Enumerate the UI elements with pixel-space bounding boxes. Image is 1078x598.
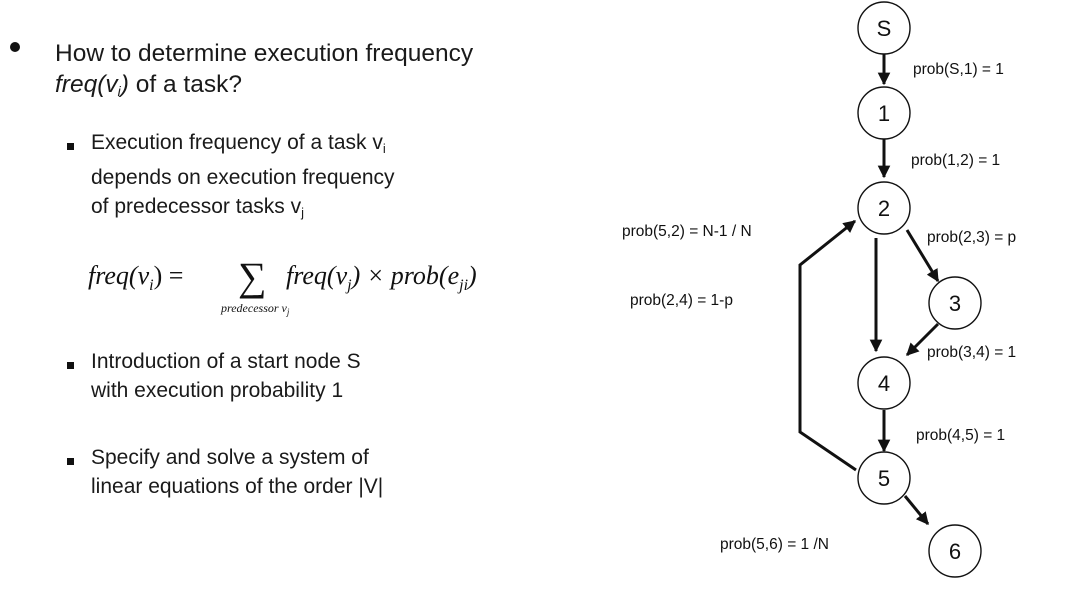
bullet-list: How to determine execution frequency fre… (10, 38, 525, 501)
sub-bullet-square (67, 143, 74, 150)
node-s (857, 1, 911, 55)
sub1-line3: of predecessor tasks v (91, 195, 302, 218)
node-5-label: 5 (878, 466, 890, 491)
node-3 (928, 276, 982, 330)
sub3-line2: linear equations of the order |V| (91, 475, 384, 498)
node-1 (857, 86, 911, 140)
edge-label-3-4: prob(3,4) = 1 (927, 344, 1016, 361)
edge-5-6 (903, 495, 930, 525)
sub-bullet-start-node: Introduction of a start node S with exec… (91, 347, 521, 405)
formula-sum-sign: ∑ (238, 254, 267, 299)
frequency-formula: freq(vi) = ∑ predecessor vj freq(vj) × p… (88, 254, 477, 317)
node-2 (857, 181, 911, 235)
node-s-label: S (877, 16, 892, 41)
edge-label-1-2: prob(1,2) = 1 (911, 152, 1000, 169)
sub2-line1: Introduction of a start node S (91, 350, 361, 373)
sub1-line2: depends on execution frequency (91, 166, 395, 189)
node-6 (928, 524, 982, 578)
sub-bullet-square (67, 458, 74, 465)
bullet-main-func-sub: i (117, 83, 121, 99)
edge-label-5-2: prob(5,2) = N-1 / N (622, 223, 752, 240)
node-4-label: 4 (878, 371, 890, 396)
edge-5-2 (798, 219, 857, 472)
node-3-label: 3 (949, 291, 961, 316)
node-2-label: 2 (878, 196, 890, 221)
sub-bullet-frequency: Execution frequency of a task vi depends… (91, 128, 521, 227)
node-4 (857, 356, 911, 410)
edge-2-3 (905, 229, 940, 283)
bullet-main-func: freq(v (55, 71, 118, 98)
formula-lhs: freq(vi) = (88, 261, 183, 294)
sub1-line3-sub: j (301, 205, 304, 220)
bullet-main-func-close: ) (120, 71, 129, 98)
formula-sum-under: predecessor vj (220, 301, 290, 317)
edge-label-2-3: prob(2,3) = p (927, 229, 1016, 246)
sub2-line2: with execution probability 1 (91, 379, 344, 402)
sub3-line1: Specify and solve a system of (91, 446, 369, 469)
node-5 (857, 451, 911, 505)
edge-label-s-1: prob(S,1) = 1 (913, 61, 1004, 78)
edge-label-4-5: prob(4,5) = 1 (916, 427, 1005, 444)
edge-label-5-6: prob(5,6) = 1 /N (720, 536, 829, 553)
bullet-dot (10, 42, 20, 52)
formula-rhs: freq(vj) × prob(eji) (286, 261, 477, 294)
node-6-label: 6 (949, 539, 961, 564)
sub-bullet-square (67, 362, 74, 369)
node-1-label: 1 (878, 101, 890, 126)
bullet-main: How to determine execution frequency fre… (55, 38, 525, 107)
sub-bullet-linear-equations: Specify and solve a system of linear equ… (91, 443, 521, 501)
bullet-main-prefix: How to determine execution frequency (55, 40, 474, 67)
sub1-line1-sub: i (382, 141, 386, 156)
edge-label-2-4: prob(2,4) = 1-p (630, 292, 733, 309)
bullet-main-suffix: of a task? (128, 71, 242, 98)
edge-3-4 (905, 322, 940, 357)
sub1-line1: Execution frequency of a task v (91, 131, 383, 154)
